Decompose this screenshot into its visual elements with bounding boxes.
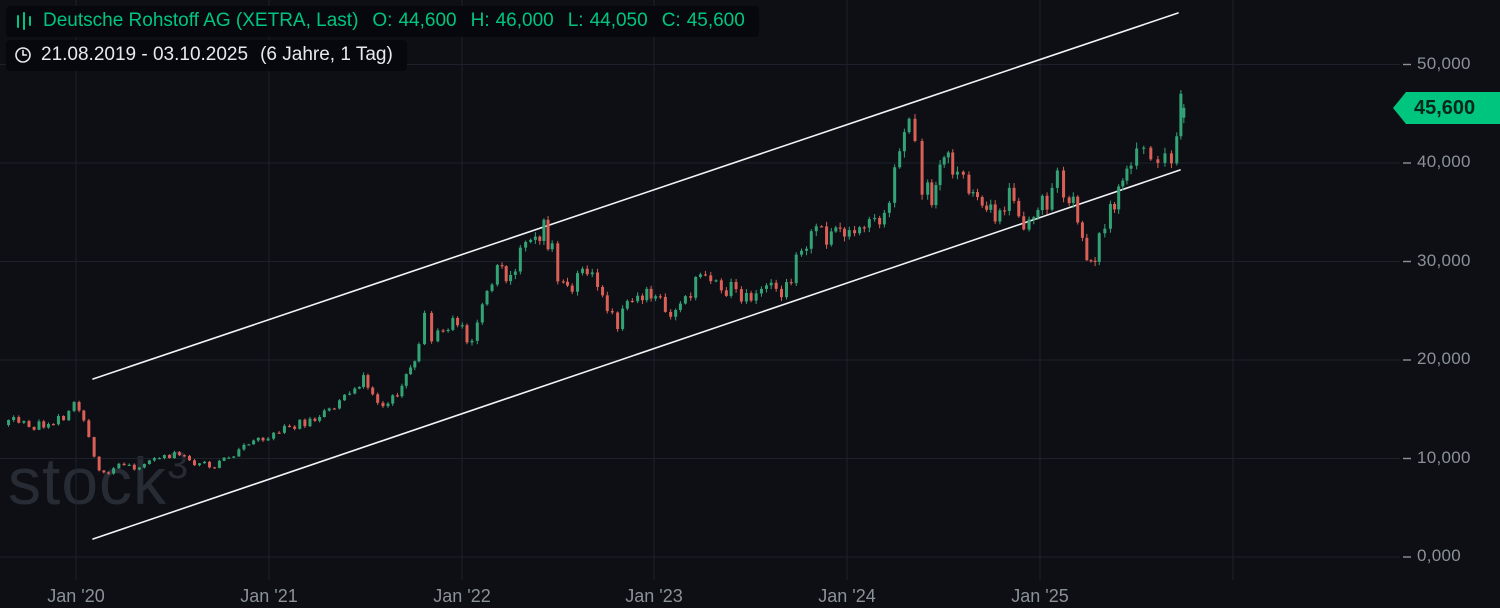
clock-icon: [14, 46, 32, 64]
open-label: O:: [372, 10, 393, 31]
watermark-sup: 3: [167, 445, 190, 487]
instrument-badge: Deutsche Rohstoff AG (XETRA, Last) O: 44,…: [6, 6, 759, 37]
ohlc-open: O: 44,600: [372, 10, 456, 32]
date-range: 21.08.2019 - 03.10.2025: [41, 44, 249, 65]
last-price-tag: 45,600: [1393, 91, 1500, 124]
daterange-badge: 21.08.2019 - 03.10.2025 (6 Jahre, 1 Tag): [6, 40, 407, 71]
close-label: C:: [661, 10, 681, 31]
ohlc-low: L: 44,050: [568, 10, 648, 32]
high-value: 46,000: [495, 10, 554, 31]
chart-header: Deutsche Rohstoff AG (XETRA, Last) O: 44,…: [6, 6, 759, 71]
low-value: 44,050: [589, 10, 648, 31]
candlestick-icon: [14, 11, 34, 31]
interval-label: (6 Jahre, 1 Tag): [260, 44, 393, 65]
ohlc-high: H: 46,000: [471, 10, 554, 32]
open-value: 44,600: [398, 10, 457, 31]
price-tag-arrow-icon: [1393, 91, 1406, 124]
close-value: 45,600: [686, 10, 745, 31]
price-tag-value: 45,600: [1406, 91, 1500, 124]
instrument-title: Deutsche Rohstoff AG (XETRA, Last): [43, 10, 359, 31]
ohlc-close: C: 45,600: [662, 10, 745, 32]
low-label: L:: [567, 10, 584, 31]
high-label: H:: [470, 10, 490, 31]
